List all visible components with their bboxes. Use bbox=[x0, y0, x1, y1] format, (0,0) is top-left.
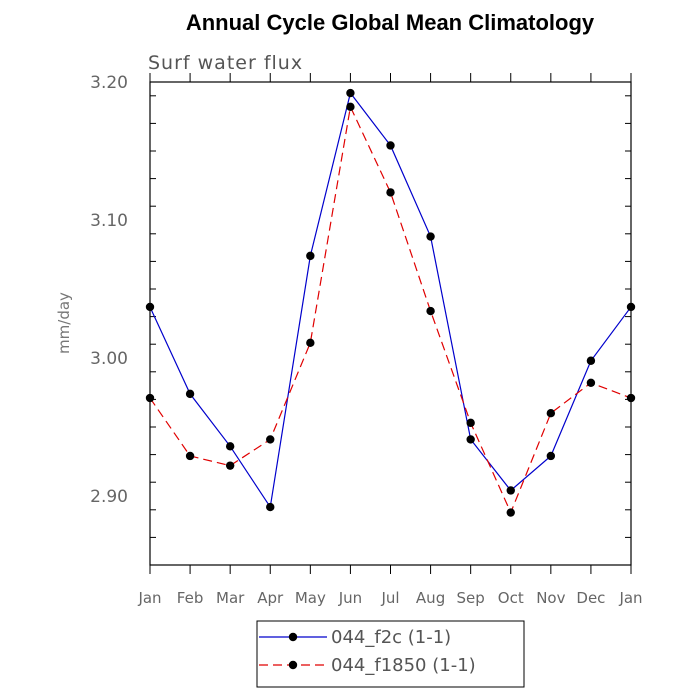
axis-tick-labels: Jan Feb Mar Apr May Jun Jul Aug Sep Oct Nov Dec Jan 2… bbox=[90, 73, 642, 607]
y-tick-label: 3.20 bbox=[90, 73, 128, 93]
data-point-2 bbox=[225, 461, 235, 470]
plot-frame bbox=[149, 81, 632, 566]
x-tick-label: Nov bbox=[536, 589, 565, 607]
y-axis-label: mm/day bbox=[55, 292, 73, 354]
data-point-1 bbox=[346, 88, 355, 98]
x-tick-label: Feb bbox=[177, 589, 204, 607]
x-tick-label: Apr bbox=[257, 589, 284, 607]
x-tick-label: Jun bbox=[338, 589, 362, 607]
legend-box bbox=[256, 620, 525, 688]
data-point-1 bbox=[145, 302, 155, 312]
legend-marker-2 bbox=[288, 660, 298, 670]
x-tick-label: May bbox=[295, 589, 326, 607]
y-tick-label: 3.00 bbox=[90, 349, 128, 369]
x-tick-label: Jul bbox=[380, 589, 399, 607]
data-point-1 bbox=[466, 435, 475, 444]
chart-title: Annual Cycle Global Mean Climatology bbox=[186, 10, 595, 35]
x-tick-label: Aug bbox=[416, 589, 445, 607]
x-tick-label: Sep bbox=[457, 589, 485, 607]
x-tick-label: Jan bbox=[618, 589, 642, 607]
x-tick-label: Jan bbox=[137, 589, 161, 607]
data-point-2 bbox=[266, 435, 275, 444]
data-point-2 bbox=[346, 102, 355, 112]
x-tick-label: Mar bbox=[216, 589, 245, 607]
data-point-2 bbox=[426, 306, 435, 316]
legend-label-1: 044_f2c (1-1) bbox=[331, 627, 451, 648]
y-tick-label: 2.90 bbox=[90, 487, 128, 507]
data-point-1 bbox=[626, 302, 636, 312]
series-layer bbox=[145, 88, 636, 517]
data-point-2 bbox=[185, 451, 195, 461]
data-point-2 bbox=[586, 378, 596, 388]
data-point-1 bbox=[266, 502, 275, 512]
y-tick-label: 3.10 bbox=[90, 211, 128, 231]
x-tick-label: Dec bbox=[576, 589, 605, 607]
data-point-1 bbox=[185, 389, 195, 399]
x-tick-label: Oct bbox=[498, 589, 524, 607]
data-point-2 bbox=[506, 508, 515, 517]
data-point-2 bbox=[306, 338, 315, 348]
axis-ticks bbox=[149, 73, 632, 574]
data-point-2 bbox=[546, 409, 556, 418]
data-point-2 bbox=[466, 418, 475, 428]
data-point-1 bbox=[586, 356, 596, 365]
data-point-1 bbox=[426, 232, 435, 241]
data-point-1 bbox=[386, 141, 395, 150]
data-point-2 bbox=[626, 393, 636, 403]
legend-label-2: 044_f1850 (1-1) bbox=[331, 655, 476, 676]
series-line-2 bbox=[149, 104, 632, 515]
data-point-2 bbox=[386, 188, 395, 197]
data-point-1 bbox=[306, 251, 315, 261]
legend-marker-1 bbox=[288, 632, 298, 642]
chart-subtitle: Surf water flux bbox=[148, 52, 303, 74]
data-point-2 bbox=[145, 393, 155, 403]
data-point-1 bbox=[225, 442, 235, 451]
series-line-1 bbox=[149, 91, 632, 509]
data-point-1 bbox=[506, 486, 515, 495]
data-point-1 bbox=[546, 451, 556, 461]
legend: 044_f2c (1-1) 044_f1850 (1-1) bbox=[256, 620, 525, 688]
